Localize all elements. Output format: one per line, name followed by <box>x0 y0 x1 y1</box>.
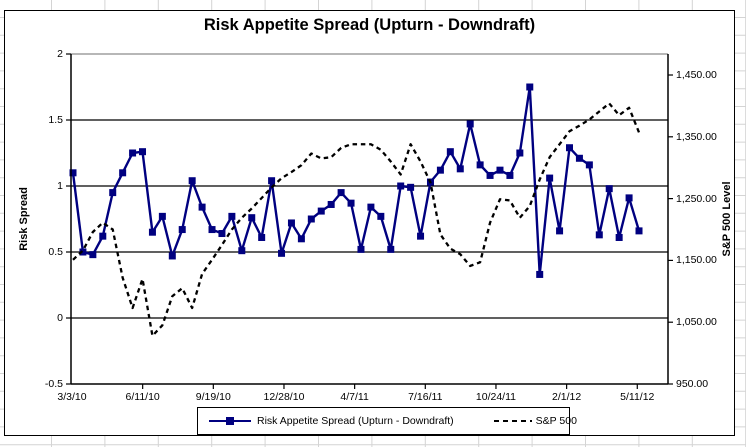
risk-spread-line <box>71 85 641 276</box>
risk-spread-marker <box>357 245 365 253</box>
risk-spread-marker <box>139 148 147 156</box>
risk-spread-marker <box>526 83 534 91</box>
risk-spread-marker <box>228 212 236 220</box>
risk-spread-marker <box>89 251 97 259</box>
risk-spread-marker <box>327 200 335 208</box>
risk-spread-marker <box>516 149 524 157</box>
risk-spread-marker <box>387 245 395 253</box>
risk-spread-marker <box>198 203 206 211</box>
risk-spread-marker <box>546 174 554 182</box>
sp500-legend-marker <box>493 419 532 423</box>
chart[interactable] <box>4 10 735 436</box>
risk-spread-marker <box>188 177 196 185</box>
risk-spread-marker <box>129 149 137 157</box>
risk-spread-marker <box>287 219 295 227</box>
legend-label-sp500: S&P 500 <box>535 415 577 427</box>
risk-spread-marker <box>297 235 305 243</box>
risk-spread-marker <box>575 154 583 162</box>
risk-spread-marker <box>397 182 405 190</box>
risk-spread-marker <box>506 171 514 179</box>
risk-spread-marker <box>456 165 464 173</box>
left-axis-title: Risk Spread <box>18 187 30 251</box>
risk-spread-marker <box>377 212 385 220</box>
risk-spread-marker <box>119 169 127 177</box>
risk-spread-marker <box>615 233 623 241</box>
legend[interactable]: Risk Appetite Spread (Upturn - Downdraft… <box>197 407 577 435</box>
risk-spread-marker <box>536 270 544 278</box>
risk-spread-marker <box>248 214 256 222</box>
risk-spread-marker <box>595 231 603 239</box>
risk-spread-marker <box>625 194 633 202</box>
risk-spread-marker <box>148 228 156 236</box>
risk-spread-marker <box>69 169 77 177</box>
risk-spread-marker <box>476 161 484 169</box>
risk-spread-marker <box>367 203 375 211</box>
legend-label-risk-spread: Risk Appetite Spread (Upturn - Downdraft… <box>257 415 454 427</box>
risk-spread-marker <box>99 232 107 240</box>
risk-spread-marker <box>307 215 315 223</box>
risk-spread-marker <box>218 230 226 238</box>
sp500-line <box>72 102 641 337</box>
risk-spread-marker <box>566 144 573 152</box>
risk-spread-marker <box>337 189 345 197</box>
risk-spread-marker <box>466 120 474 128</box>
right-axis-title: S&P 500 Level <box>721 181 733 257</box>
risk-spread-marker <box>605 185 613 193</box>
risk-spread-marker <box>258 233 266 241</box>
risk-spread-marker <box>317 207 325 215</box>
risk-spread-marker <box>585 161 593 169</box>
risk-spread-marker <box>208 226 216 234</box>
risk-spread-marker <box>158 212 166 220</box>
risk-spread-marker <box>446 148 454 156</box>
risk-spread-marker <box>496 166 504 174</box>
risk-spread-marker <box>347 199 355 207</box>
risk-spread-marker <box>407 183 415 191</box>
risk-spread-marker <box>486 171 494 179</box>
risk-spread-marker <box>635 227 643 235</box>
risk-spread-marker <box>417 232 425 240</box>
risk-spread-marker <box>168 252 176 260</box>
risk-spread-marker <box>268 177 276 185</box>
risk-spread-marker <box>109 189 117 197</box>
risk-spread-legend-marker <box>209 417 251 426</box>
risk-spread-marker <box>278 249 286 257</box>
risk-spread-marker <box>436 166 444 174</box>
risk-spread-marker <box>178 226 186 234</box>
risk-spread-marker <box>556 227 564 235</box>
square-marker-icon <box>226 417 234 426</box>
chart-title: Risk Appetite Spread (Upturn - Downdraft… <box>203 16 536 34</box>
risk-spread-marker <box>238 247 246 255</box>
